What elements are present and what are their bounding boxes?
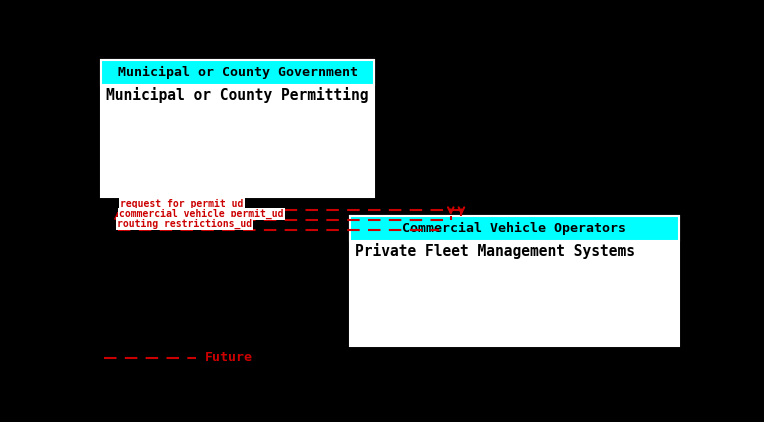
Text: Commercial Vehicle Operators: Commercial Vehicle Operators (403, 222, 626, 235)
Bar (350, 216, 678, 346)
Bar (102, 60, 374, 197)
Text: Municipal or County Government: Municipal or County Government (118, 66, 358, 79)
Text: Private Fleet Management Systems: Private Fleet Management Systems (354, 243, 635, 260)
Text: routing restrictions_ud: routing restrictions_ud (117, 219, 252, 229)
Bar (102, 60, 374, 85)
Bar (350, 216, 678, 241)
Text: Municipal or County Permitting System: Municipal or County Permitting System (106, 87, 430, 103)
Text: request for permit_ud: request for permit_ud (121, 198, 244, 208)
Text: Future: Future (205, 351, 253, 364)
Text: commercial vehicle permit_ud: commercial vehicle permit_ud (119, 209, 283, 219)
